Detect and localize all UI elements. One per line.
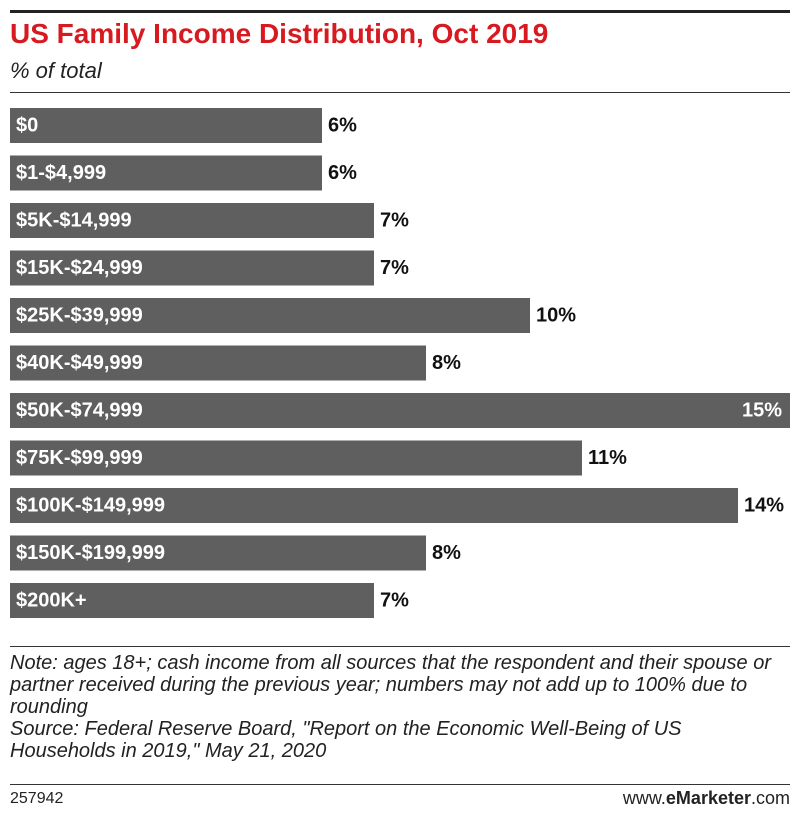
- source-text: Source: Federal Reserve Board, "Report o…: [10, 718, 682, 762]
- chart-id: 257942: [10, 790, 64, 807]
- brand-prefix: www.: [622, 788, 666, 808]
- brand-name: eMarketer: [665, 788, 751, 808]
- chart-title: US Family Income Distribution, Oct 2019: [10, 18, 549, 49]
- category-label: $100K-$149,999: [16, 495, 165, 517]
- bar: [10, 298, 530, 333]
- value-label: 15%: [742, 400, 782, 422]
- category-label: $15K-$24,999: [16, 257, 143, 279]
- brand-suffix: .com: [750, 788, 790, 808]
- value-label: 10%: [536, 305, 576, 327]
- value-label: 7%: [380, 257, 409, 279]
- bar-chart: $0 6% $1-$4,999 6% $5K-$14,999 7% $15K-$24,999…: [10, 108, 790, 618]
- value-label: 6%: [328, 115, 357, 137]
- category-label: $75K-$99,999: [16, 447, 143, 469]
- footer-divider: [10, 784, 790, 785]
- top-rule: [10, 10, 790, 13]
- value-label: 11%: [588, 447, 627, 469]
- value-label: 7%: [380, 210, 409, 232]
- brand-link[interactable]: www.eMarketer.com: [623, 788, 790, 809]
- category-label: $40K-$49,999: [16, 352, 143, 374]
- bar: [10, 155, 322, 191]
- note-text: Note: ages 18+; cash income from all sou…: [10, 652, 771, 718]
- chart-notes: Note: ages 18+; cash income from all sou…: [10, 652, 790, 762]
- value-label: 8%: [432, 352, 461, 374]
- bar: [10, 345, 426, 381]
- category-label: $5K-$14,999: [16, 210, 132, 232]
- value-label: 8%: [432, 542, 461, 564]
- bar: [10, 250, 374, 286]
- bar: [10, 583, 374, 618]
- category-label: $25K-$39,999: [16, 305, 143, 327]
- value-label: 6%: [328, 162, 357, 184]
- value-label: 7%: [380, 590, 409, 612]
- category-label: $150K-$199,999: [16, 542, 165, 564]
- bar: [10, 203, 374, 238]
- bar: [10, 108, 322, 143]
- category-label: $50K-$74,999: [16, 400, 143, 422]
- category-label: $1-$4,999: [16, 162, 106, 184]
- bar: [10, 393, 790, 428]
- notes-divider: [10, 646, 790, 647]
- bar: [10, 488, 738, 523]
- category-label: $200K+: [16, 590, 87, 612]
- header-divider: [10, 92, 790, 93]
- chart-subtitle: % of total: [10, 58, 102, 83]
- category-label: $0: [16, 115, 38, 137]
- bar: [10, 440, 582, 476]
- value-label: 14%: [744, 495, 784, 517]
- bar: [10, 535, 426, 571]
